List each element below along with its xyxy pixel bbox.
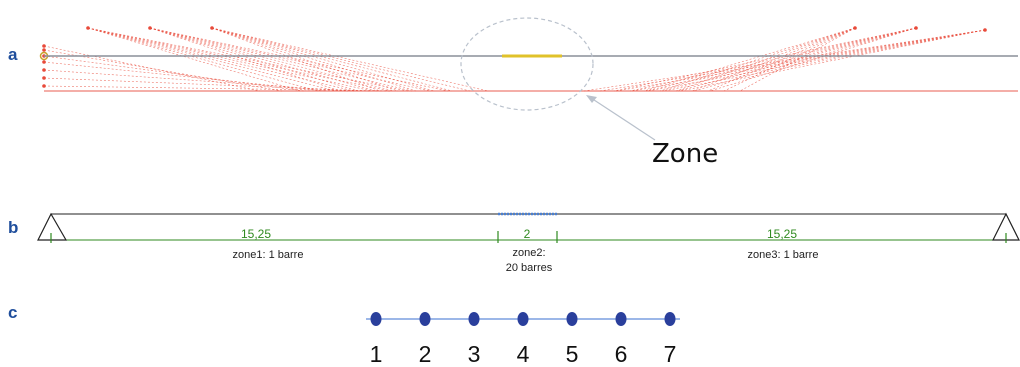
pylon-top-point <box>983 28 987 32</box>
cable-line <box>44 56 304 91</box>
pylon-top-point <box>853 26 857 30</box>
cable-line <box>212 28 398 91</box>
cable-line <box>584 30 985 91</box>
node-point <box>567 312 578 326</box>
node-number: 3 <box>468 341 481 367</box>
node-point <box>469 312 480 326</box>
left-support <box>38 214 66 240</box>
node-number: 5 <box>566 341 579 367</box>
cable-line <box>710 28 916 91</box>
node-number: 4 <box>517 341 530 367</box>
cable-anchor-point <box>42 44 46 48</box>
node-number: 2 <box>419 341 432 367</box>
span-left-value: 15,25 <box>241 227 271 241</box>
cable-line <box>150 28 394 91</box>
cable-anchor-point <box>42 76 46 80</box>
cable-line <box>88 28 318 91</box>
node-point <box>371 312 382 326</box>
cable-line <box>212 28 452 91</box>
zone1-label: zone1: 1 barre <box>233 249 304 261</box>
cable-line <box>212 28 470 91</box>
cable-line <box>150 28 340 91</box>
zone-arrow-head <box>586 95 597 103</box>
span-right-value: 15,25 <box>767 227 797 241</box>
node-number: 6 <box>615 341 628 367</box>
cable-line <box>664 30 985 91</box>
cable-line <box>44 86 392 91</box>
cable-line <box>150 28 430 91</box>
panel-c-label: c <box>8 303 17 322</box>
zone-arrow <box>588 96 655 140</box>
node-point <box>420 312 431 326</box>
cable-line <box>150 28 358 91</box>
node-point <box>616 312 627 326</box>
span-mid-value: 2 <box>524 227 531 241</box>
pylon-top-point <box>86 26 90 30</box>
panel-b-label: b <box>8 218 18 237</box>
node-number: 1 <box>370 341 383 367</box>
cable-anchor-point <box>42 60 46 64</box>
node-point <box>518 312 529 326</box>
cable-line <box>88 28 354 91</box>
zone3-label: zone3: 1 barre <box>748 249 819 261</box>
zone2-label-line1: zone2: <box>512 247 545 259</box>
cable-line <box>44 70 348 91</box>
cable-line <box>694 28 916 91</box>
pylon-top-point <box>148 26 152 30</box>
pylon-top-point <box>210 26 214 30</box>
stay-cables <box>41 26 987 91</box>
node-number: 7 <box>664 341 677 367</box>
cable-line <box>212 28 380 91</box>
cable-line <box>632 30 985 91</box>
cable-line <box>600 30 985 91</box>
pylon-top-point <box>914 26 918 30</box>
node-chain: 1 2 3 4 5 6 7 <box>370 312 677 367</box>
cable-line <box>88 28 372 91</box>
cable-line <box>708 28 855 91</box>
zone-callout-text: Zone <box>652 139 718 169</box>
cable-line <box>150 28 412 91</box>
cable-line <box>660 28 855 91</box>
cable-anchor-point <box>42 48 46 52</box>
zone2-label-line2: 20 barres <box>506 262 553 274</box>
node-point <box>665 312 676 326</box>
cable-anchor-point <box>42 84 46 88</box>
zone-circle <box>461 18 593 110</box>
cable-anchor-point <box>42 68 46 72</box>
panel-a-label: a <box>8 45 18 64</box>
cable-line <box>616 30 985 91</box>
